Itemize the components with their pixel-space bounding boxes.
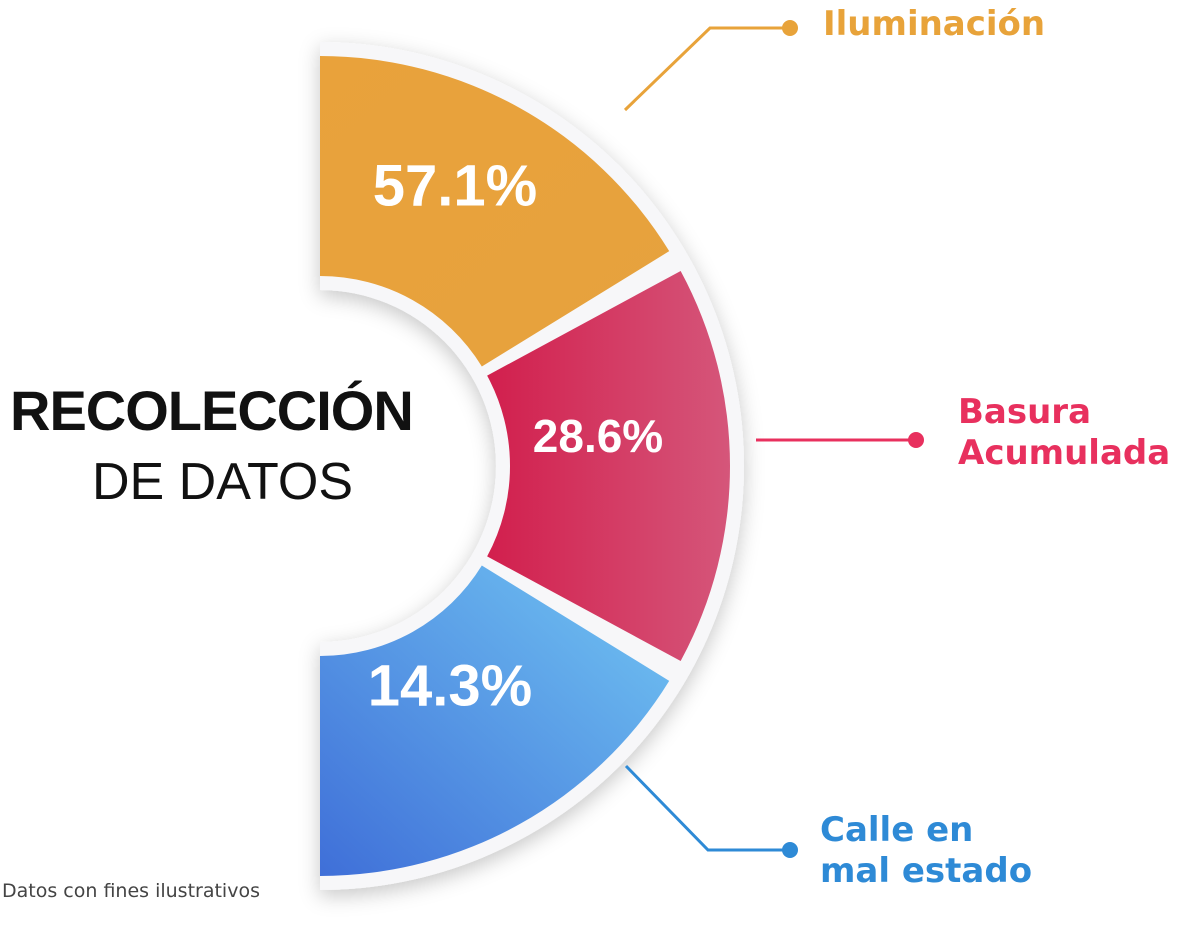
slice-2 [487,270,731,662]
leader-dot [782,20,798,36]
slice-value-label: 28.6% [533,410,663,462]
legend-line: Basura [958,392,1092,432]
leader-line [624,764,790,852]
chart-subtitle: DE DATOS [92,453,354,511]
footnote: Datos con fines ilustrativos [2,880,260,902]
legend-line: Calle en [820,810,974,850]
leader-dot [908,432,924,448]
legend-line: mal estado [820,850,1033,891]
legend-label-basura: Basura Acumulada [958,392,1170,474]
leader-line [623,26,790,112]
legend-line: Iluminación [823,4,1046,44]
legend-label-calle: Calle en mal estado [820,810,1032,892]
legend-label-iluminacion: Iluminación [823,4,1045,45]
leader-dot [782,842,798,858]
slice-1 [320,56,670,367]
slice-value-label: 57.1% [373,153,537,218]
chart-title: RECOLECCIÓN [10,379,414,442]
legend-line: Acumulada [958,432,1171,473]
slice-value-label: 14.3% [368,653,532,718]
slice-3 [320,565,670,876]
